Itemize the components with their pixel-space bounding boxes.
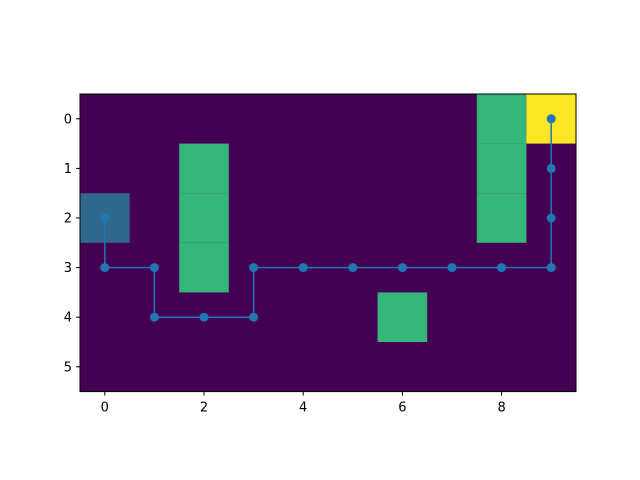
heatmap-cell-obstacle (476, 143, 527, 194)
x-tick-label: 0 (101, 401, 109, 416)
x-tick-label: 2 (200, 401, 208, 416)
path-series (100, 114, 556, 322)
plot-frame (79, 93, 577, 393)
path-point (149, 263, 159, 273)
heatmap-cell-obstacle (179, 242, 229, 293)
path-point (298, 263, 308, 273)
heatmap-cell-obstacle (179, 143, 229, 194)
path-point (249, 263, 259, 273)
heatmap-cell-obstacle (179, 193, 229, 243)
x-tick-label: 6 (398, 401, 406, 416)
path-line (104, 118, 552, 318)
y-tick-label: 1 (64, 162, 72, 177)
y-tick-label: 0 (64, 112, 72, 127)
x-tick-label: 8 (497, 401, 505, 416)
y-tick-label: 3 (64, 261, 72, 276)
heatmap-cell-obstacle (377, 292, 428, 342)
path-point (149, 312, 159, 322)
path-point (546, 114, 556, 124)
path-point (546, 263, 556, 273)
y-tick-label: 5 (64, 360, 72, 375)
path-point (199, 312, 209, 322)
x-tick-label: 4 (299, 401, 307, 416)
y-axis: 0 1 2 3 4 5 (64, 112, 80, 375)
path-point (249, 312, 259, 322)
path-point (546, 163, 556, 173)
y-tick-label: 2 (64, 212, 72, 227)
y-tick-label: 4 (64, 311, 72, 326)
heatmap-cell-obstacle (476, 94, 527, 144)
path-point (447, 263, 457, 273)
path-point (497, 263, 507, 273)
path-point (546, 213, 556, 223)
heatmap-cell-obstacle (476, 193, 527, 243)
path-point (348, 263, 358, 273)
x-axis: 0 2 4 6 8 (101, 391, 506, 416)
path-point (100, 213, 110, 223)
path-point (100, 263, 110, 273)
heatmap-cells (80, 94, 576, 392)
path-point (397, 263, 407, 273)
